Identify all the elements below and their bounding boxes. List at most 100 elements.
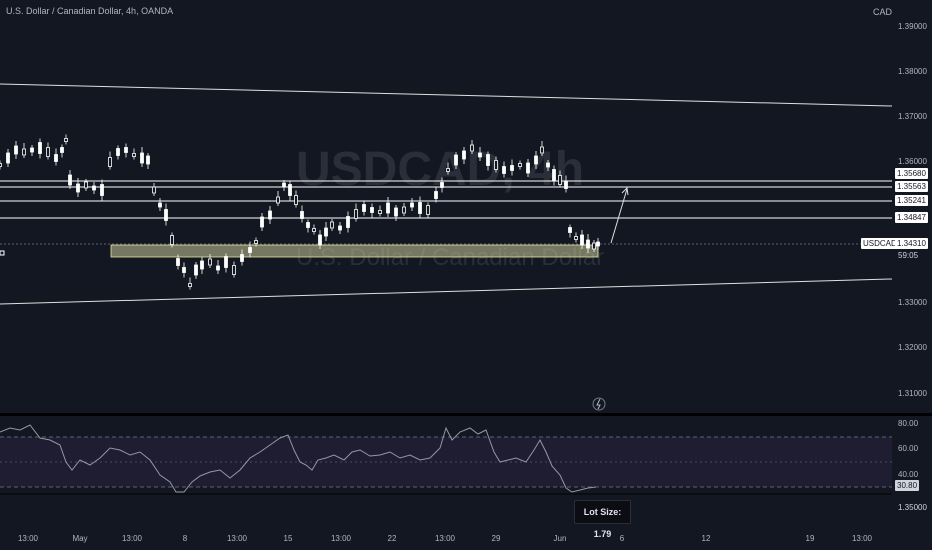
candle-body bbox=[478, 152, 482, 158]
candle-body bbox=[282, 182, 286, 188]
price-tick: 1.31000 bbox=[898, 389, 927, 398]
lightning-icon[interactable] bbox=[592, 397, 606, 411]
level-label-4[interactable]: 1.34847 bbox=[895, 212, 928, 223]
candle-body bbox=[240, 254, 244, 262]
lightning-glyph bbox=[596, 398, 601, 410]
time-axis[interactable]: 13:00 May 13:00 8 13:00 15 13:00 22 13:00 29 Jun 6 1… bbox=[18, 534, 873, 543]
rsi-tick: 60.00 bbox=[898, 444, 919, 453]
price-tick: 1.36000 bbox=[898, 157, 927, 166]
candle-body bbox=[276, 196, 280, 204]
candle-body bbox=[394, 207, 398, 217]
left-marker bbox=[0, 250, 5, 256]
channel-upper-line[interactable] bbox=[0, 83, 893, 107]
lot-size-tooltip: Lot Size: 1.79 bbox=[574, 500, 631, 539]
time-label: 13:00 bbox=[227, 534, 248, 543]
candle-body bbox=[182, 267, 186, 273]
candle-body bbox=[446, 168, 450, 172]
rsi-tick: 80.00 bbox=[898, 419, 919, 428]
projection-arrow[interactable] bbox=[610, 188, 628, 244]
candle-body bbox=[294, 195, 298, 205]
candle-body bbox=[146, 155, 150, 165]
countdown-label: 59:05 bbox=[898, 251, 919, 260]
candle-body bbox=[440, 182, 444, 188]
time-label: 13:00 bbox=[331, 534, 352, 543]
candle-body bbox=[558, 175, 562, 185]
candle-body bbox=[46, 147, 50, 157]
level-label-2[interactable]: 1.35563 bbox=[895, 181, 928, 192]
time-label: 13:00 bbox=[18, 534, 39, 543]
candle-body bbox=[158, 202, 162, 208]
currency-label: CAD bbox=[872, 7, 892, 17]
candle-body bbox=[546, 162, 550, 168]
candle-body bbox=[124, 147, 128, 153]
time-label: 29 bbox=[492, 534, 501, 543]
rsi-current-tag[interactable]: 30.80 bbox=[895, 480, 920, 491]
projection-arrowhead bbox=[621, 186, 629, 196]
candle-body bbox=[260, 216, 264, 228]
candle-body bbox=[22, 148, 26, 156]
candle-body bbox=[324, 227, 328, 237]
time-label: May bbox=[72, 534, 87, 543]
candle-body bbox=[108, 157, 112, 167]
candle-body bbox=[502, 166, 506, 174]
candle-body bbox=[486, 154, 490, 166]
rsi-line[interactable] bbox=[0, 424, 597, 493]
candle-body bbox=[346, 216, 350, 228]
pane-divider[interactable] bbox=[0, 413, 932, 416]
candle-body bbox=[194, 264, 198, 276]
candle-body bbox=[216, 265, 220, 271]
time-label: 15 bbox=[284, 534, 293, 543]
time-label: 6 bbox=[620, 534, 625, 543]
level-label-1[interactable]: 1.35680 bbox=[895, 168, 928, 179]
candle-body bbox=[60, 147, 64, 153]
price-tick: 1.39000 bbox=[898, 22, 927, 31]
symbol-tag[interactable]: USDCAD bbox=[861, 238, 899, 249]
candle-body bbox=[140, 152, 144, 164]
price-axis[interactable]: 1.39000 1.38000 1.37000 1.36000 1.33000 1.320… bbox=[898, 22, 927, 479]
time-label: 19 bbox=[806, 534, 815, 543]
level-label-3[interactable]: 1.35241 bbox=[895, 195, 928, 206]
time-axis-bg[interactable] bbox=[0, 525, 932, 550]
candle-body bbox=[164, 209, 168, 221]
demand-zone[interactable] bbox=[110, 244, 599, 258]
candle-body bbox=[38, 142, 42, 154]
candle-body bbox=[208, 258, 212, 266]
rsi-axis-value: 1.35000 bbox=[898, 503, 927, 512]
candlestick-series bbox=[0, 134, 600, 290]
candle-body bbox=[362, 204, 366, 212]
candle-body bbox=[54, 154, 58, 162]
candle-body bbox=[312, 228, 316, 232]
candle-body bbox=[378, 210, 382, 214]
channel-lower-line[interactable] bbox=[0, 278, 893, 305]
candle-body bbox=[568, 227, 572, 233]
candle-body bbox=[64, 138, 68, 142]
candle-body bbox=[6, 152, 10, 164]
candle-body bbox=[288, 184, 292, 196]
candle-body bbox=[462, 150, 466, 160]
candle-body bbox=[426, 205, 430, 215]
candle-body bbox=[200, 260, 204, 270]
chart-title[interactable]: U.S. Dollar / Canadian Dollar, 4h, OANDA bbox=[6, 6, 174, 16]
candle-body bbox=[14, 145, 18, 155]
candle-body bbox=[534, 155, 538, 165]
candle-body bbox=[338, 225, 342, 231]
price-tick: 1.37000 bbox=[898, 112, 927, 121]
candle-body bbox=[306, 222, 310, 228]
candle-body bbox=[232, 265, 236, 275]
candle-body bbox=[586, 239, 590, 249]
candle-body bbox=[254, 240, 258, 244]
rsi-tick: 40.00 bbox=[898, 470, 919, 479]
candle-body bbox=[170, 235, 174, 245]
candle-body bbox=[330, 221, 334, 229]
candle-body bbox=[84, 181, 88, 189]
candle-body bbox=[0, 163, 2, 167]
candle-body bbox=[434, 191, 438, 199]
time-label: 8 bbox=[183, 534, 188, 543]
time-label: 13:00 bbox=[852, 534, 873, 543]
time-label: 13:00 bbox=[122, 534, 143, 543]
last-price-tag[interactable]: 1.34310 bbox=[895, 238, 928, 249]
candle-body bbox=[574, 236, 578, 240]
time-label: 22 bbox=[388, 534, 397, 543]
candle-body bbox=[592, 242, 596, 250]
